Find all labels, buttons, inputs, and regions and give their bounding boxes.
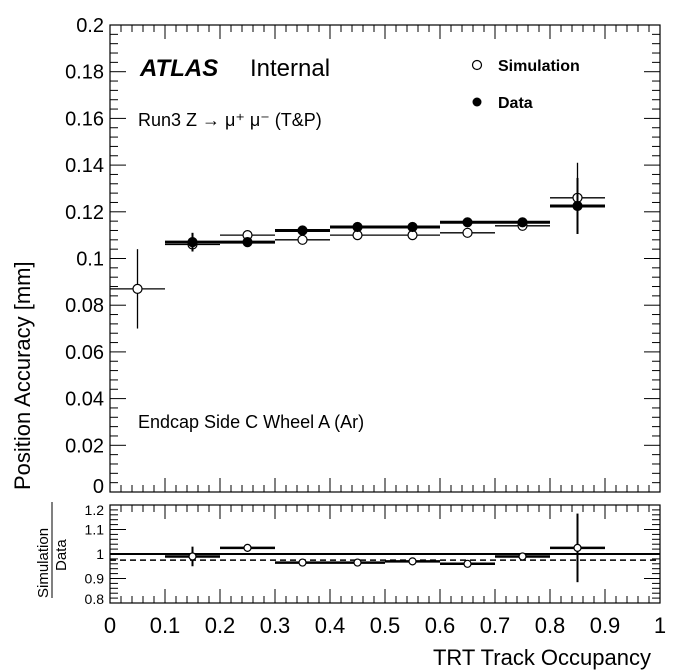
ratio-y-tick-label: 0.8 bbox=[85, 591, 105, 607]
y-tick-label: 0.02 bbox=[65, 435, 104, 457]
data-point bbox=[242, 237, 253, 248]
ratio-point bbox=[463, 559, 472, 568]
atlas-status: Internal bbox=[250, 55, 330, 82]
ratio-y-label-num: Simulation bbox=[35, 528, 52, 598]
y-tick-label: 0.2 bbox=[76, 15, 104, 37]
y-tick-label: 0.04 bbox=[65, 389, 104, 411]
legend-label-simulation: Simulation bbox=[498, 58, 580, 75]
x-axis-label: TRT Track Occupancy bbox=[433, 645, 651, 670]
ratio-point bbox=[243, 543, 252, 552]
ratio-point bbox=[573, 543, 582, 552]
x-tick-label: 0 bbox=[104, 613, 116, 638]
y-tick-label: 0.16 bbox=[65, 108, 104, 130]
ratio-point bbox=[353, 558, 362, 567]
x-tick-label: 0.2 bbox=[205, 613, 236, 638]
x-tick-label: 0.7 bbox=[480, 613, 511, 638]
ratio-point bbox=[408, 557, 417, 566]
y-tick-label: 0 bbox=[93, 476, 104, 498]
data-point bbox=[517, 217, 528, 228]
y-tick-label: 0.18 bbox=[65, 62, 104, 84]
data-point bbox=[407, 221, 418, 233]
y-axis-label: Position Accuracy [mm] bbox=[10, 261, 35, 490]
x-tick-label: 0.6 bbox=[425, 613, 456, 638]
x-tick-label: 0.4 bbox=[315, 613, 346, 638]
data-point bbox=[187, 237, 198, 248]
x-tick-label: 0.8 bbox=[535, 613, 566, 638]
ratio-point bbox=[188, 552, 197, 561]
ratio-y-tick-label: 1.2 bbox=[85, 502, 105, 518]
x-tick-label: 0.5 bbox=[370, 613, 401, 638]
y-tick-label: 0.06 bbox=[65, 342, 104, 364]
data-point bbox=[352, 221, 363, 233]
legend-label-data: Data bbox=[498, 95, 533, 112]
data-point bbox=[297, 225, 308, 236]
atlas-label: ATLAS bbox=[139, 55, 218, 82]
x-tick-label: 0.3 bbox=[260, 613, 291, 638]
legend-marker-data bbox=[472, 97, 482, 107]
data-point bbox=[462, 217, 473, 228]
data-point bbox=[572, 200, 583, 212]
annotation-region: Endcap Side C Wheel A (Ar) bbox=[138, 412, 364, 432]
y-tick-label: 0.12 bbox=[65, 202, 104, 224]
ratio-y-tick-label: 1 bbox=[96, 546, 104, 562]
ratio-y-tick-label: 1.1 bbox=[85, 522, 105, 538]
y-tick-label: 0.14 bbox=[65, 155, 104, 177]
simulation-point bbox=[297, 234, 308, 245]
x-tick-label: 0.1 bbox=[150, 613, 181, 638]
ratio-point bbox=[518, 552, 527, 561]
y-tick-label: 0.08 bbox=[65, 295, 104, 317]
legend-marker-simulation bbox=[471, 59, 483, 71]
ratio-y-label-den: Data bbox=[53, 539, 70, 571]
ratio-point bbox=[298, 558, 307, 567]
simulation-point bbox=[462, 227, 473, 238]
x-tick-label: 0.9 bbox=[590, 613, 621, 638]
simulation-point bbox=[132, 283, 143, 294]
annotation-run: Run3 Z → μ⁺ μ⁻ (T&P) bbox=[138, 110, 322, 130]
x-tick-label: 1 bbox=[654, 613, 666, 638]
ratio-y-tick-label: 0.9 bbox=[85, 571, 105, 587]
y-tick-label: 0.1 bbox=[76, 249, 104, 271]
